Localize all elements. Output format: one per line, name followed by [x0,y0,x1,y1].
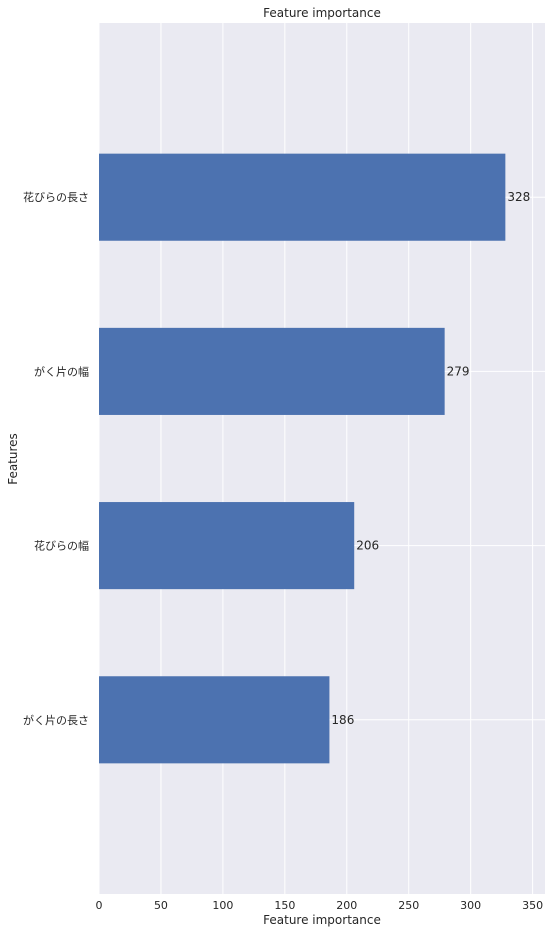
x-tick-label: 50 [154,899,168,912]
y-tick-label: 花びらの長さ [23,191,89,204]
y-tick-label: 花びらの幅 [34,540,89,553]
bar [99,327,445,415]
bar-value-label: 186 [331,713,354,727]
bar [99,502,355,590]
x-tick-label: 0 [96,899,103,912]
x-tick-label: 200 [336,899,357,912]
bar-value-label: 328 [507,190,530,204]
chart-title: Feature importance [263,6,381,20]
x-axis-label: Feature importance [263,913,381,927]
x-tick-label: 250 [398,899,419,912]
x-tick-label: 300 [460,899,481,912]
x-tick-label: 150 [274,899,295,912]
bar-value-label: 279 [447,364,470,378]
value-labels: 328 279 206 186 [331,190,530,727]
y-axis-label: Features [6,433,20,485]
bar-value-label: 206 [356,539,379,553]
x-tick-label: 350 [522,899,543,912]
y-tick-label: がく片の長さ [23,713,89,727]
bar [99,153,506,241]
bars [99,153,506,764]
bar [99,676,330,764]
y-tick-label: がく片の幅 [34,364,89,378]
x-tick-labels: 0 50 100 150 200 250 300 350 [96,899,544,912]
x-tick-label: 100 [212,899,233,912]
